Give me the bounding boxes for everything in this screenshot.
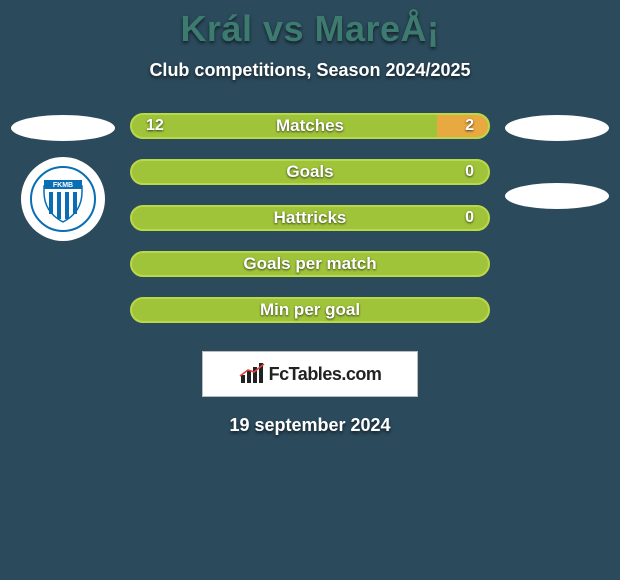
stat-value-right: 2	[465, 117, 474, 135]
stat-bar: Goals0	[130, 159, 490, 185]
stat-bar: Hattricks0	[130, 205, 490, 231]
player-silhouette-left	[11, 115, 115, 141]
stat-bar-fill	[132, 161, 488, 183]
svg-text:FKMB: FKMB	[53, 182, 73, 189]
page-title: Král vs MareÅ¡	[0, 8, 620, 50]
stat-bar-fill	[132, 253, 488, 275]
stat-bar: Min per goal	[130, 297, 490, 323]
stat-bar-fill	[132, 299, 488, 321]
brand-box[interactable]: FcTables.com	[202, 351, 418, 397]
stat-bar-fill	[132, 115, 437, 137]
club-badge-left: FKMB	[21, 157, 105, 241]
stats-column: Matches122 Goals0 Hattricks0 Goals per matc…	[130, 109, 490, 323]
fkmb-shield-icon: FKMB	[30, 166, 96, 232]
right-player-column	[502, 109, 612, 209]
page-subtitle: Club competitions, Season 2024/2025	[0, 60, 620, 81]
stat-bar-fill	[132, 207, 488, 229]
bar-chart-icon	[239, 363, 265, 385]
brand-text: FcTables.com	[269, 364, 382, 385]
date-text: 19 september 2024	[0, 415, 620, 436]
comparison-card: Král vs MareÅ¡ Club competitions, Season…	[0, 0, 620, 580]
left-player-column: FKMB	[8, 109, 118, 241]
stat-bar: Goals per match	[130, 251, 490, 277]
content-row: FKMB Matches122 Goals0 Hattricks0 Goals per…	[0, 109, 620, 323]
stat-bar: Matches122	[130, 113, 490, 139]
player-silhouette-right-1	[505, 115, 609, 141]
player-silhouette-right-2	[505, 183, 609, 209]
